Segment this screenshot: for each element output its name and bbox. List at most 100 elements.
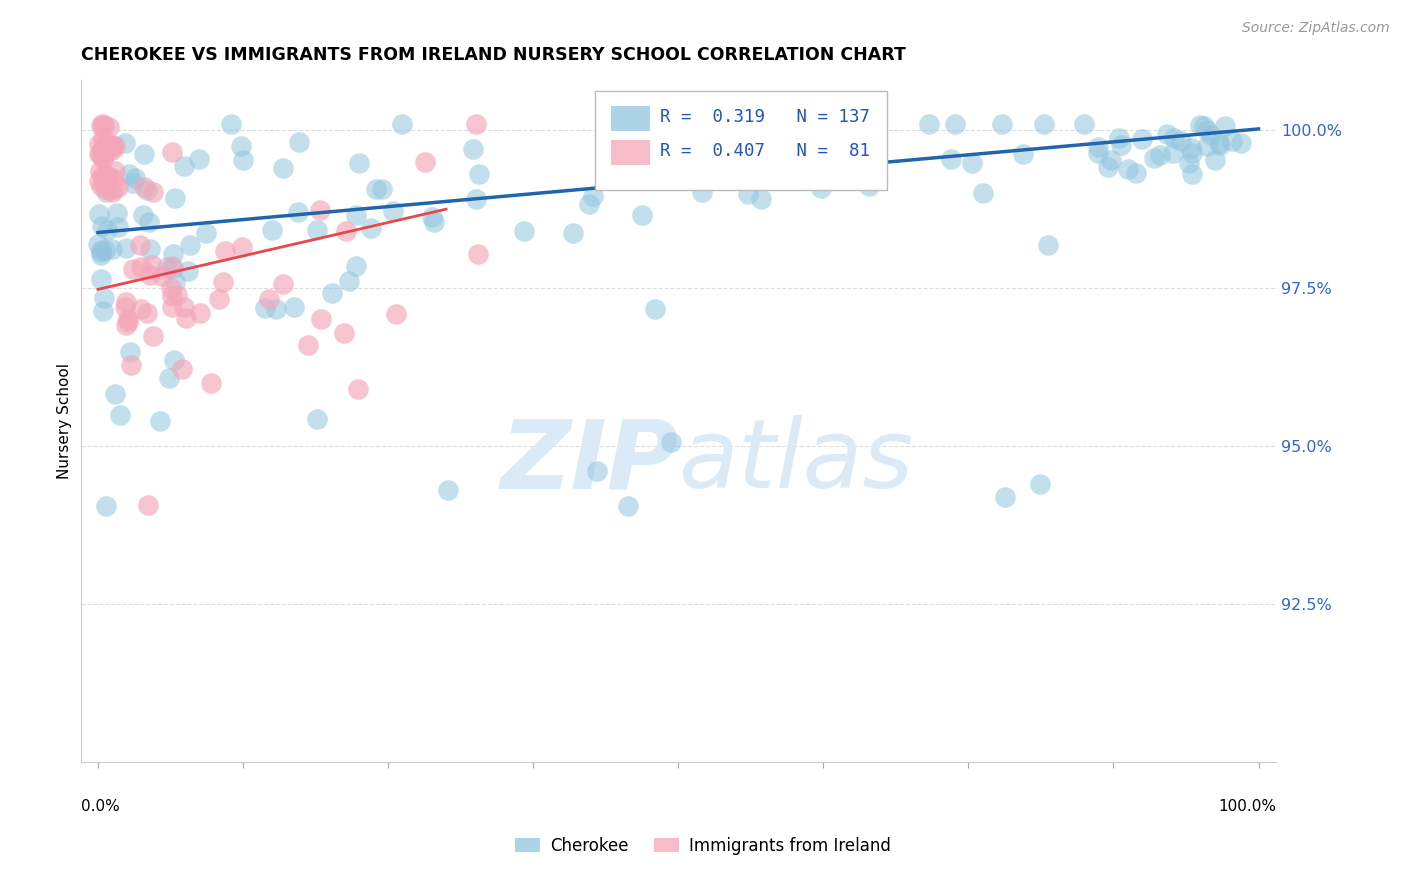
Point xyxy=(115,295,138,310)
Point xyxy=(174,310,197,325)
Text: R =  0.407   N =  81: R = 0.407 N = 81 xyxy=(661,142,870,160)
Point xyxy=(91,219,114,233)
Point xyxy=(344,259,367,273)
Point xyxy=(89,137,111,152)
Point xyxy=(93,178,115,192)
Point xyxy=(188,152,211,166)
Point xyxy=(617,499,640,513)
Point xyxy=(132,180,155,194)
Point xyxy=(94,146,117,161)
Point xyxy=(371,182,394,196)
Point xyxy=(468,167,491,181)
Point xyxy=(177,264,200,278)
Point xyxy=(142,185,165,199)
Point xyxy=(1230,136,1253,150)
Point xyxy=(89,146,111,161)
Point xyxy=(110,408,132,422)
Point xyxy=(1220,134,1243,148)
Point xyxy=(120,358,142,372)
Point xyxy=(1170,135,1192,149)
Point xyxy=(858,178,880,193)
Point xyxy=(114,136,136,150)
Text: 0.0%: 0.0% xyxy=(80,799,120,814)
Point xyxy=(101,172,124,186)
Point xyxy=(1087,145,1109,160)
Point xyxy=(94,185,117,199)
Point xyxy=(107,180,129,194)
Point xyxy=(1099,153,1122,167)
Point xyxy=(91,130,114,145)
FancyBboxPatch shape xyxy=(612,140,650,165)
Point xyxy=(162,247,184,261)
Point xyxy=(1199,128,1222,142)
Point xyxy=(97,169,120,183)
Point xyxy=(107,220,129,235)
Point xyxy=(631,209,654,223)
Point xyxy=(94,144,117,158)
Point xyxy=(121,262,143,277)
Point xyxy=(93,118,115,132)
Point xyxy=(283,300,305,314)
Point xyxy=(721,117,744,131)
Point xyxy=(1161,145,1184,160)
Point xyxy=(101,143,124,157)
Point xyxy=(465,117,488,131)
Point xyxy=(859,117,882,131)
Point xyxy=(188,306,211,320)
Point xyxy=(1033,117,1056,131)
Point xyxy=(212,275,235,289)
Point xyxy=(129,238,152,252)
Point xyxy=(94,175,117,189)
Point xyxy=(834,117,856,131)
Point xyxy=(141,259,163,273)
Text: 100.0%: 100.0% xyxy=(1218,799,1275,814)
Text: R =  0.319   N = 137: R = 0.319 N = 137 xyxy=(661,108,870,126)
Point xyxy=(1116,161,1139,176)
Point xyxy=(132,147,155,161)
Point xyxy=(200,376,222,390)
Point xyxy=(307,412,329,426)
Point xyxy=(704,165,727,179)
Point xyxy=(103,182,125,196)
Point xyxy=(309,203,332,218)
Point xyxy=(561,227,583,241)
Point xyxy=(1208,137,1230,152)
Point xyxy=(90,247,112,261)
Point xyxy=(661,434,683,449)
Point xyxy=(465,192,488,206)
Point xyxy=(415,155,437,169)
Point xyxy=(391,117,413,131)
Point xyxy=(321,285,343,300)
Point xyxy=(1130,132,1153,146)
Point xyxy=(724,121,747,136)
Point xyxy=(118,167,141,181)
Point xyxy=(104,138,127,153)
Point xyxy=(179,237,201,252)
Point xyxy=(166,288,188,302)
Point xyxy=(1125,166,1147,180)
Point xyxy=(288,135,311,149)
Point xyxy=(135,183,157,197)
Point xyxy=(690,185,713,199)
Point xyxy=(105,205,128,219)
Point xyxy=(96,169,118,183)
Point xyxy=(260,223,283,237)
Point xyxy=(1195,122,1218,136)
Point xyxy=(132,208,155,222)
Point xyxy=(254,301,277,315)
Point xyxy=(1180,146,1202,161)
Point xyxy=(96,184,118,198)
Point xyxy=(91,152,114,166)
Point xyxy=(89,163,111,178)
Point xyxy=(90,119,112,133)
Point xyxy=(1143,151,1166,165)
Y-axis label: Nursery School: Nursery School xyxy=(58,363,72,479)
Point xyxy=(335,224,357,238)
Point xyxy=(1097,160,1119,174)
Point xyxy=(381,203,404,218)
Point xyxy=(89,174,111,188)
Point xyxy=(1180,141,1202,155)
FancyBboxPatch shape xyxy=(595,91,887,190)
Point xyxy=(943,117,966,131)
Point xyxy=(94,178,117,192)
